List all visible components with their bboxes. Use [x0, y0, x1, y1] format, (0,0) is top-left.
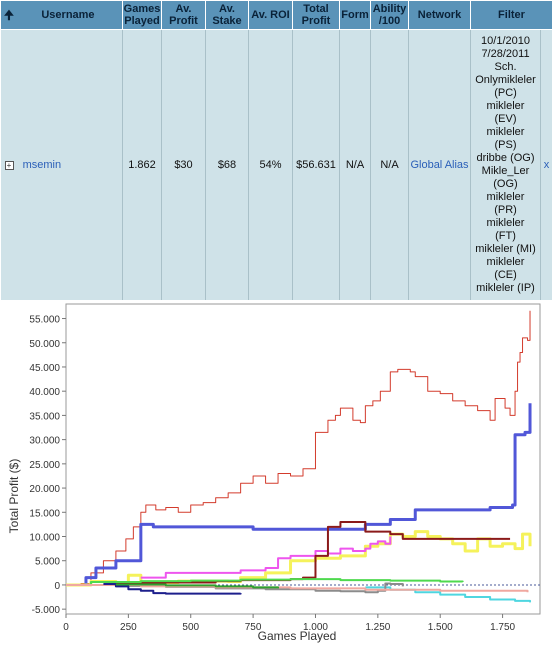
header-username[interactable]: 🠉 Username	[0, 0, 123, 30]
y-tick-label: 0	[54, 581, 60, 592]
plot-frame	[65, 303, 541, 615]
filter-line: mikleler	[486, 126, 525, 138]
y-tick-label: -5.000	[32, 605, 61, 616]
cell-filter: 10/1/2010 7/28/2011 Sch. Onlymikleler (P…	[470, 29, 541, 300]
y-tick-label: 10.000	[29, 533, 60, 544]
filter-line: (OG)	[493, 178, 518, 190]
table-row: + msemin 1.862 $30 $68 54% $56.631 N/A N…	[0, 29, 552, 300]
filter-line: Onlymikleler	[475, 74, 536, 86]
plot-area: -5.00005.00010.00015.00020.00025.00030.0…	[29, 303, 541, 633]
series-line-9	[103, 582, 242, 595]
x-tick-label: 1.250	[365, 622, 390, 633]
cell-form: N/A	[339, 29, 371, 300]
y-tick-label: 15.000	[29, 508, 60, 519]
series-line-0	[66, 310, 531, 586]
filter-line: mikleler	[486, 191, 525, 203]
username-link[interactable]: msemin	[22, 159, 62, 171]
y-tick-label: 30.000	[29, 436, 60, 447]
series-line-5	[66, 578, 464, 586]
cell-av-stake: $68	[205, 29, 249, 300]
filter-line: mikleler (IP)	[476, 282, 535, 294]
cell-ability: N/A	[370, 29, 409, 300]
up-arrow-icon[interactable]: 🠉	[4, 8, 14, 22]
header-username-label: Username	[41, 9, 95, 21]
series-line-8	[66, 583, 529, 593]
y-tick-label: 50.000	[29, 339, 60, 350]
y-tick-label: 55.000	[29, 315, 60, 326]
y-tick-label: 5.000	[35, 557, 60, 568]
network-link[interactable]: Global Alias	[410, 159, 469, 171]
filter-line: 10/1/2010	[481, 35, 530, 47]
x-axis-label: Games Played	[258, 629, 337, 643]
y-tick-label: 20.000	[29, 484, 60, 495]
filter-line: mikleler	[486, 100, 525, 112]
filter-line: mikleler	[486, 256, 525, 268]
cell-network: Global Alias	[408, 29, 471, 300]
y-tick-label: 25.000	[29, 460, 60, 471]
header-total-profit[interactable]: Total Profit	[292, 0, 340, 30]
filter-line: (PR)	[494, 204, 517, 216]
header-filter[interactable]: Filter	[470, 0, 552, 30]
profit-chart: -5.00005.00010.00015.00020.00025.00030.0…	[7, 303, 541, 643]
x-tick-label: 1.000	[303, 622, 328, 633]
filter-line: (PC)	[494, 87, 517, 99]
y-tick-label: 35.000	[29, 411, 60, 422]
filter-line: (EV)	[494, 113, 517, 125]
filter-line: mikleler	[486, 217, 525, 229]
y-axis-label: Total Profit ($)	[7, 459, 21, 534]
filter-line: (FT)	[495, 230, 516, 242]
remove-filter-link[interactable]: x	[543, 159, 550, 171]
cell-games-played: 1.862	[122, 29, 162, 300]
header-ability[interactable]: Ability /100	[370, 0, 409, 30]
results-table: 🠉 Username Games Played Av. Profit Av. S…	[0, 0, 552, 300]
plus-box-icon[interactable]: +	[4, 160, 14, 170]
cell-av-profit: $30	[161, 29, 206, 300]
header-games-played[interactable]: Games Played	[122, 0, 162, 30]
filter-line: 7/28/2011	[481, 48, 530, 60]
cell-total-profit: $56.631	[292, 29, 340, 300]
header-av-stake[interactable]: Av. Stake	[205, 0, 249, 30]
filter-line: (CE)	[494, 269, 517, 281]
filter-line: Mikle_Ler	[481, 165, 530, 177]
x-tick-label: 250	[120, 622, 137, 633]
header-network[interactable]: Network	[408, 0, 471, 30]
x-tick-label: 500	[182, 622, 199, 633]
cell-username: + msemin	[0, 29, 123, 300]
filter-line: Sch.	[494, 61, 517, 73]
header-av-roi[interactable]: Av. ROI	[248, 0, 293, 30]
filter-line: dribbe (OG)	[476, 152, 535, 164]
header-av-profit[interactable]: Av. Profit	[161, 0, 206, 30]
header-form[interactable]: Form	[339, 0, 371, 30]
cell-av-roi: 54%	[248, 29, 293, 300]
filter-line: (PS)	[494, 139, 517, 151]
x-tick-label: 1.500	[428, 622, 453, 633]
x-tick-label: 0	[63, 622, 69, 633]
series-line-10	[115, 583, 280, 589]
y-tick-label: 40.000	[29, 387, 60, 398]
y-tick-label: 45.000	[29, 363, 60, 374]
x-tick-label: 1.750	[490, 622, 515, 633]
filter-line: mikleler (MI)	[475, 243, 536, 255]
x-tick-label: 750	[245, 622, 262, 633]
cell-close: x	[540, 29, 552, 300]
